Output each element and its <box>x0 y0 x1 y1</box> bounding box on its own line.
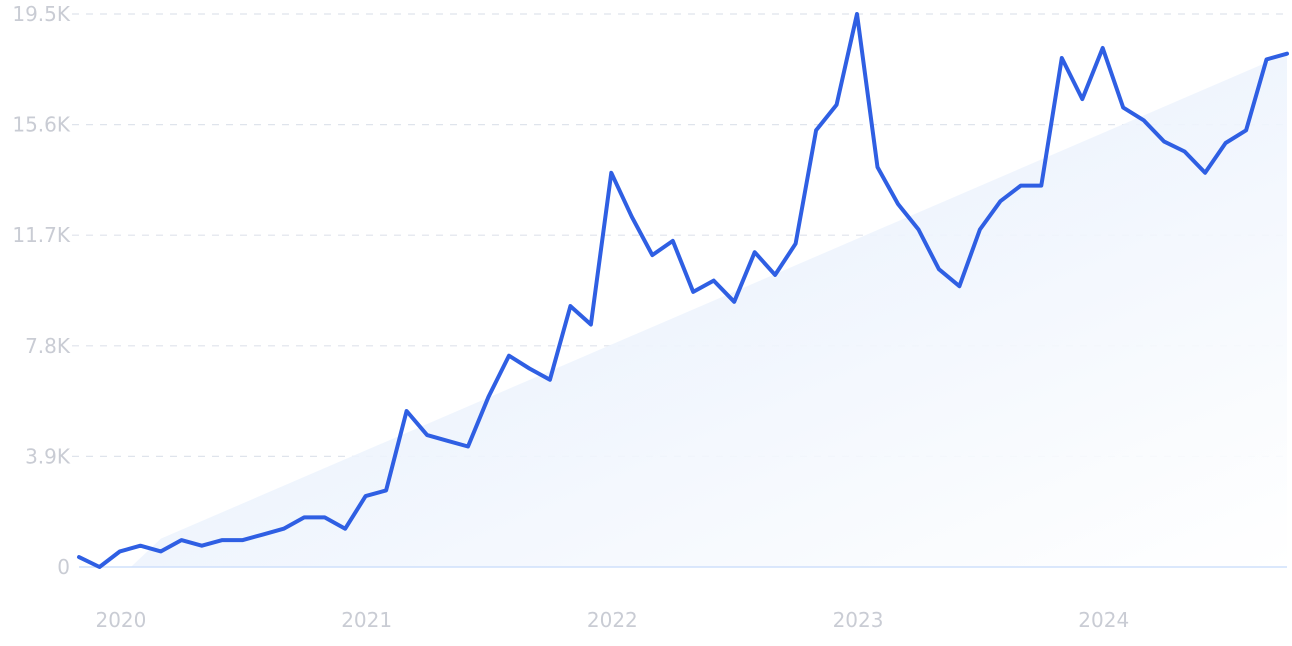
y-axis-ticks: 0 3.9K 7.8K 11.7K 15.6K 19.5K <box>12 2 71 579</box>
y-tick-label: 0 <box>57 555 70 579</box>
x-tick-label: 2021 <box>341 608 392 632</box>
x-tick-label: 2020 <box>95 608 146 632</box>
x-tick-label: 2023 <box>833 608 884 632</box>
trend-area-shape <box>130 53 1287 567</box>
x-tick-label: 2022 <box>587 608 638 632</box>
x-tick-label: 2024 <box>1078 608 1129 632</box>
x-axis-ticks: 2020 2021 2022 2023 2024 <box>95 608 1129 632</box>
series-line-group <box>77 12 1289 569</box>
y-tick-label: 15.6K <box>12 113 71 137</box>
trend-area <box>130 53 1287 567</box>
y-tick-label: 7.8K <box>25 334 71 358</box>
y-tick-label: 11.7K <box>12 223 71 247</box>
y-tick-label: 3.9K <box>25 444 71 468</box>
y-tick-label: 19.5K <box>12 2 71 26</box>
series-line <box>77 12 1289 569</box>
